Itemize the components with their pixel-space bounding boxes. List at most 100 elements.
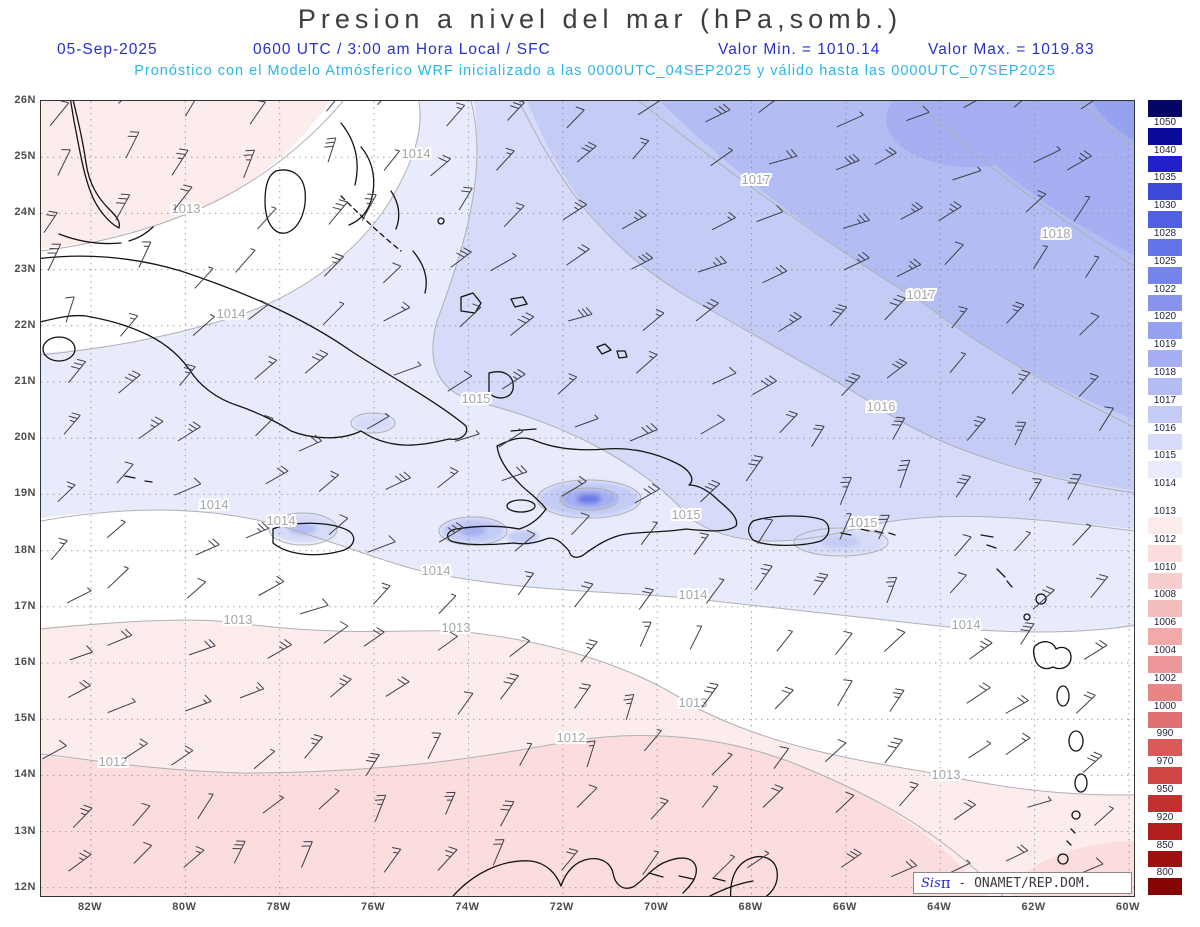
lat-tick-label: 24N [14,206,36,219]
colorbar-cell [1148,544,1182,562]
wind-barb [1006,301,1025,324]
wind-barb [639,621,652,647]
wind-barb [1082,751,1103,773]
wind-barb [69,645,93,661]
wind-barb [629,423,658,442]
wind-barb [298,434,323,452]
wind-barb [835,153,860,171]
contour-value-label: 1015 [462,391,491,406]
lat-tick-label: 13N [14,824,36,837]
wind-barb [363,627,385,647]
wind-barb [1078,372,1099,398]
wind-barb [713,854,736,878]
wind-barb [326,101,336,112]
wind-barb [514,529,536,552]
wind-barb [188,639,216,656]
wind-barb [574,414,599,428]
contour-value-label: 1017 [742,172,771,187]
colorbar-tick-label: 1008 [1148,589,1182,601]
wind-barb [841,848,862,868]
colorbar-cell [1148,350,1182,367]
lat-tick-label: 16N [14,656,36,668]
wind-barb [1079,312,1100,336]
colorbar-tick-label: 1028 [1148,227,1182,239]
wind-barb [638,587,654,610]
wind-barb [383,847,402,873]
wind-barb [574,683,592,709]
wind-barb [1025,189,1047,213]
wind-barb [835,630,853,655]
wind-barb [632,137,650,160]
wind-barb [1005,844,1029,862]
wind-barb [383,149,400,171]
wind-barb [116,461,134,484]
colorbar-cell [1148,155,1182,173]
wind-barb [324,137,337,163]
lon-tick-label: 74W [455,901,480,913]
wind-barb [635,350,658,374]
wind-barb [762,264,788,284]
wind-barb [383,301,411,322]
lon-tick-label: 64W [927,901,952,913]
wind-barb [642,308,665,331]
wind-barb [118,370,141,394]
coast-abaco [340,122,358,186]
wind-barb [437,466,459,488]
colorbar-cell [1148,628,1182,645]
wind-barb [67,679,91,699]
colorbar-cell [1148,211,1182,228]
coast-crooked-acklins [460,292,482,314]
page-title: Presion a nivel del mar (hPa,somb.) [297,4,903,34]
wind-barb [458,186,473,211]
colorbar-cell [1148,377,1182,395]
lon-tick-label: 72W [549,901,574,913]
colorbar-tick-label: 1015 [1148,450,1182,462]
wind-barb [192,314,215,336]
wind-barb [437,631,458,651]
wind-barb [955,474,972,498]
wind-barb [938,201,962,222]
wind-barb [953,799,976,821]
wind-barb [300,598,329,615]
wind-barb [878,514,890,540]
wind-barb [769,148,798,165]
coast-jamaica [272,522,355,556]
wind-barb [318,788,340,810]
coast-grenada [1057,853,1069,865]
wind-barb [561,475,587,497]
wind-barb [966,682,991,704]
coast-caicos [596,343,628,359]
wind-barb [900,201,924,220]
wind-barb [68,358,87,384]
lat-tick-label: 17N [14,599,36,612]
lon-tick-label: 82W [77,901,103,913]
lat-tick-label: 18N [14,543,36,556]
wind-barb [1028,478,1042,501]
wind-barb [712,366,737,385]
wind-barb [836,111,864,128]
wind-barb [447,370,473,392]
wind-barb [365,752,380,776]
wind-barb [385,676,410,697]
wind-barb [430,154,451,177]
colorbar-cell [1148,433,1182,451]
wind-barb [444,791,456,815]
colorbar-tick-label: 1020 [1148,311,1182,323]
colorbar-cell [1148,767,1182,784]
wind-barb [773,746,790,769]
coast-dominica [1056,685,1070,707]
lat-tick-label: 15N [14,712,36,725]
wind-barb [701,682,719,708]
lon-tick-label: 66W [832,901,857,913]
lat-tick-label: 20N [14,431,36,444]
wind-barb [1005,732,1031,756]
wind-barb [561,848,579,871]
wind-barb [829,304,848,327]
wind-barb [1033,146,1061,163]
coast-long-island [412,250,427,294]
coast-florida-keys [58,226,154,245]
wind-barb [1014,530,1031,552]
pressure-shading-layer [41,101,1134,896]
wind-barb [437,846,458,871]
wind-barb [179,363,196,386]
